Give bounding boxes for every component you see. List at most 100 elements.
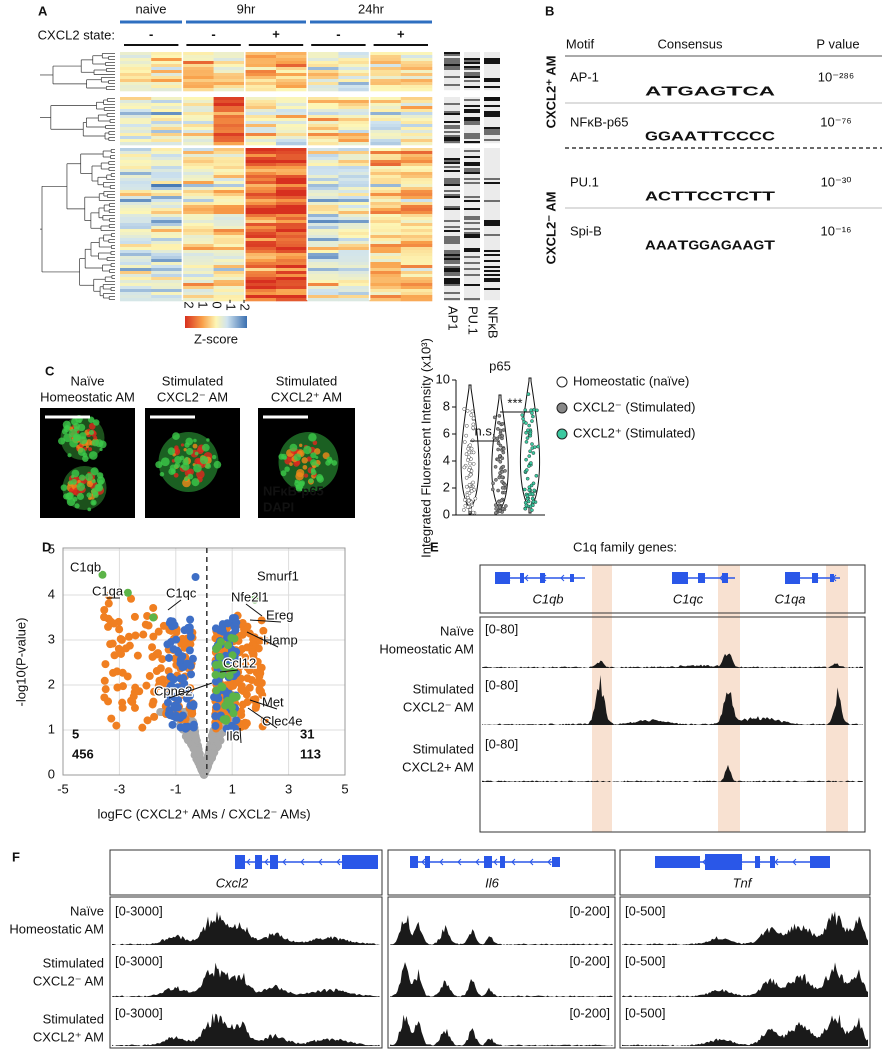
motif-cell [464, 290, 480, 293]
violin-dot [523, 506, 528, 511]
heatmap-cell [369, 88, 402, 92]
volcano-point [166, 617, 175, 626]
violin-dot [527, 454, 532, 458]
heatmap-cell [338, 127, 370, 131]
heatmap-cell [120, 112, 152, 116]
heatmap-cell [213, 70, 246, 74]
heatmap-cell [400, 220, 433, 224]
heatmap-cell [120, 118, 152, 122]
volcano-point [211, 624, 220, 633]
volcano-point [238, 645, 247, 654]
violin-dot [501, 464, 506, 469]
heatmap-cell [369, 82, 402, 86]
motif-cell [444, 68, 460, 71]
volcano-point [138, 723, 147, 732]
heatmap-cell [307, 70, 339, 74]
heatmap-cell [120, 187, 152, 191]
heatmap-cell [276, 70, 308, 74]
heatmap-cell [244, 280, 277, 284]
heatmap-cell [400, 271, 433, 275]
motif-cell [484, 52, 500, 55]
logo-letter: A [694, 83, 711, 98]
track-range: [0-80] [485, 736, 518, 751]
volcano-point [225, 671, 234, 680]
track-range: [0-200] [570, 1005, 610, 1020]
logo-letter: G [688, 237, 699, 252]
motif-cell [484, 105, 500, 108]
violin-dot [471, 510, 475, 515]
exon [755, 856, 760, 868]
motif-cell [484, 54, 500, 57]
x-tick-label: 5 [341, 781, 348, 796]
heatmap-cell [338, 256, 370, 260]
heatmap-cell [400, 82, 433, 86]
heatmap-cell [338, 112, 370, 116]
motif-cell [464, 212, 480, 215]
heatmap-cell [307, 166, 339, 170]
heatmap-cell [213, 97, 246, 101]
motif-cell [444, 60, 460, 63]
strand-arrow [282, 858, 287, 866]
heatmap-cell [120, 160, 152, 164]
motif-cell [444, 174, 460, 177]
cell-speckle [77, 419, 82, 424]
motif-cell [444, 230, 460, 233]
logo-letter: C [710, 188, 724, 203]
heatmap-cell [182, 211, 214, 215]
heatmap-cell [213, 205, 246, 209]
heatmap-cell [307, 97, 339, 101]
heatmap-cell [307, 217, 339, 221]
heatmap-cell [120, 133, 152, 137]
motif-cell [444, 202, 460, 205]
motif-cell [464, 184, 480, 187]
heatmap-cell [151, 271, 183, 275]
motif-cell [444, 254, 460, 257]
y-tick-label: 5 [48, 541, 55, 556]
track-label: Homeostatic AM [9, 921, 104, 936]
motif-cell [444, 135, 460, 138]
motif-cell [484, 174, 500, 177]
label-leader [239, 727, 242, 744]
logo-letter: T [710, 128, 723, 143]
motif-cell [484, 194, 500, 197]
motif-cell [464, 242, 480, 245]
heatmap-cell [244, 262, 277, 266]
volcano-point [191, 573, 200, 581]
violin-dot [496, 447, 500, 452]
motif-cell [464, 294, 480, 297]
heatmap-cell [338, 283, 370, 287]
heatmap-cell [400, 73, 433, 77]
heatmap-cell [182, 136, 214, 140]
logo-letter: C [697, 188, 711, 203]
heatmap-cell [276, 124, 308, 128]
motif-cell [444, 196, 460, 199]
motif-cell [484, 101, 500, 104]
motif-cell [484, 158, 500, 161]
motif-cell [464, 113, 480, 116]
volcano-point [255, 672, 264, 681]
heatmap-cell [182, 70, 214, 74]
heatmap-cell [244, 217, 277, 221]
motif-cell [444, 129, 460, 132]
motif-cell [484, 170, 500, 173]
heatmap-cell [213, 259, 246, 263]
violin-dot [528, 449, 532, 454]
track-box [109, 896, 383, 1049]
heatmap-cell [276, 217, 308, 221]
track-label: CXCL2⁻ AM [403, 699, 474, 714]
motif-cell [444, 242, 460, 245]
logo-letter: A [656, 237, 668, 252]
motif-cell [444, 190, 460, 193]
state-sign: - [149, 26, 153, 41]
heatmap-cell [369, 289, 402, 293]
cell-speckle [88, 451, 98, 460]
volcano-point [149, 632, 158, 641]
motif-cell [484, 72, 500, 75]
heatmap-cell [307, 232, 339, 236]
heatmap-cell [120, 295, 152, 299]
volcano-point [249, 650, 258, 659]
motif-cell [444, 258, 460, 261]
label-leader [249, 619, 282, 623]
motif-cell [444, 76, 460, 79]
heatmap-cell [120, 202, 152, 206]
